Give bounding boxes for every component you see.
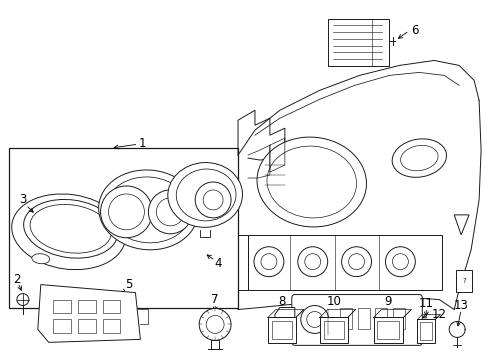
Text: 1: 1 — [139, 137, 146, 150]
Text: 11: 11 — [419, 297, 434, 310]
Circle shape — [298, 247, 328, 276]
Circle shape — [386, 247, 416, 276]
Circle shape — [108, 194, 145, 230]
Bar — [456, 270, 472, 292]
Circle shape — [392, 254, 408, 270]
Bar — [9, 148, 238, 307]
Bar — [319, 318, 347, 343]
Ellipse shape — [32, 254, 49, 264]
Circle shape — [206, 315, 224, 333]
Ellipse shape — [12, 194, 125, 270]
Circle shape — [17, 293, 29, 306]
Circle shape — [261, 254, 277, 270]
Ellipse shape — [392, 139, 446, 177]
Bar — [328, 19, 390, 67]
Bar — [373, 318, 403, 343]
Bar — [358, 307, 369, 329]
Bar — [53, 300, 71, 314]
Bar — [272, 321, 292, 339]
Bar — [420, 323, 432, 340]
Circle shape — [254, 247, 284, 276]
Text: 2: 2 — [13, 273, 21, 286]
FancyBboxPatch shape — [292, 294, 422, 345]
Ellipse shape — [176, 169, 236, 221]
Bar — [375, 307, 388, 329]
Polygon shape — [38, 285, 141, 342]
Text: 3: 3 — [19, 193, 26, 206]
Bar — [417, 319, 435, 343]
Text: 9: 9 — [385, 295, 392, 308]
Bar — [393, 307, 405, 329]
Ellipse shape — [257, 137, 367, 227]
Text: 6: 6 — [412, 24, 419, 37]
Circle shape — [100, 186, 152, 238]
Bar — [324, 321, 343, 339]
Circle shape — [148, 190, 192, 234]
Ellipse shape — [267, 146, 357, 218]
Bar — [340, 307, 352, 329]
Bar — [377, 321, 399, 339]
Text: 4: 4 — [214, 257, 222, 270]
Circle shape — [348, 254, 365, 270]
Text: ?: ? — [462, 278, 466, 284]
Bar — [77, 300, 96, 314]
Circle shape — [156, 198, 184, 226]
Circle shape — [307, 311, 323, 328]
Polygon shape — [454, 215, 469, 235]
Polygon shape — [275, 307, 295, 332]
Circle shape — [301, 306, 329, 333]
Ellipse shape — [400, 145, 438, 171]
Bar — [102, 319, 121, 333]
Ellipse shape — [106, 177, 191, 243]
Ellipse shape — [98, 170, 198, 250]
Bar — [102, 300, 121, 314]
Circle shape — [203, 190, 223, 210]
Circle shape — [199, 309, 231, 340]
Ellipse shape — [30, 204, 111, 253]
Text: 5: 5 — [125, 278, 132, 291]
Bar — [268, 318, 296, 343]
Text: 10: 10 — [326, 295, 341, 308]
Bar — [248, 235, 442, 289]
Text: 7: 7 — [211, 293, 219, 306]
Ellipse shape — [168, 163, 243, 227]
Text: 8: 8 — [278, 295, 286, 308]
Bar — [77, 319, 96, 333]
Ellipse shape — [24, 199, 118, 258]
Text: 12: 12 — [432, 308, 447, 321]
Circle shape — [342, 247, 371, 276]
Circle shape — [305, 254, 321, 270]
Bar — [53, 319, 71, 333]
Text: 13: 13 — [454, 299, 468, 312]
Circle shape — [195, 182, 231, 218]
